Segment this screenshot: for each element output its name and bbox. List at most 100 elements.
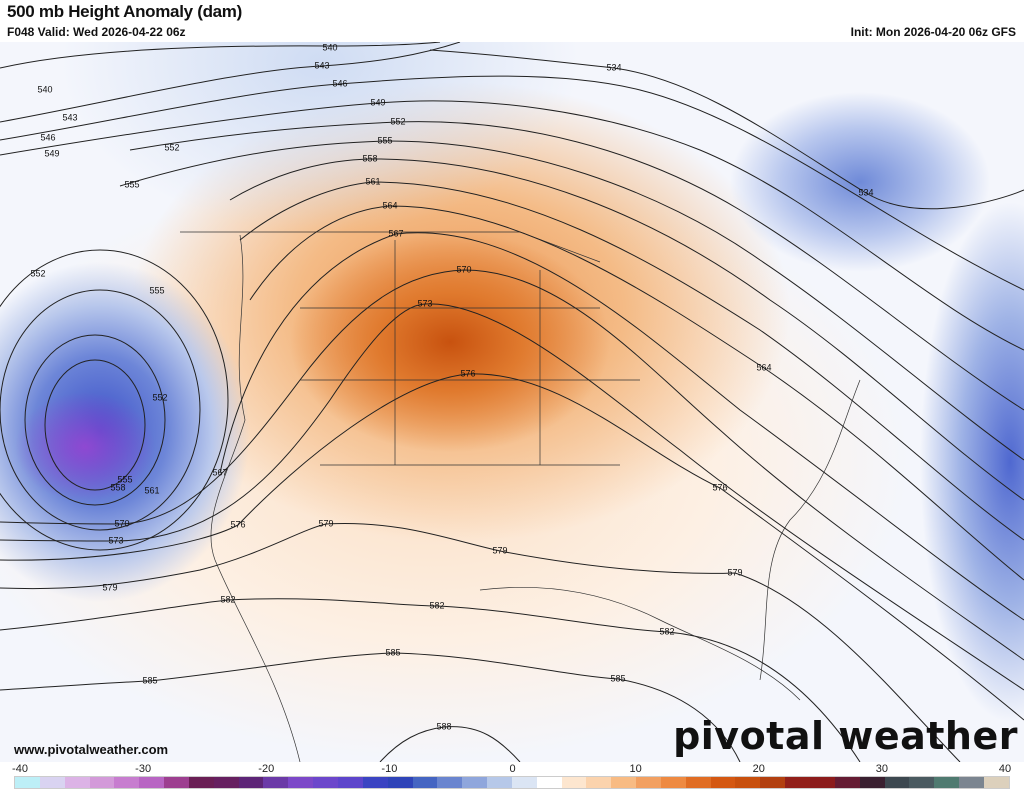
colorbar-cell — [313, 777, 338, 788]
colorbar-cell — [760, 777, 786, 788]
colorbar-cell — [64, 777, 90, 788]
colorbar-cell — [909, 777, 935, 788]
colorbar-cell — [114, 777, 140, 788]
contour-552 — [129, 121, 1024, 411]
colorbar: -40 -30 -20 -10 0 10 20 30 40 — [0, 762, 1024, 791]
colorbar-cell — [810, 777, 835, 788]
contour-label-546: 546 — [332, 78, 347, 88]
colorbar-cell — [959, 777, 984, 788]
contour-567 — [219, 232, 1024, 621]
colorbar-cell — [884, 777, 910, 788]
colorbar-tick-label: 0 — [509, 763, 516, 775]
contour-label-576: 576 — [712, 482, 727, 492]
contour-561 — [239, 181, 1024, 541]
colorbar-cell — [834, 777, 860, 788]
contour-label-579: 579 — [727, 567, 742, 577]
contour-label-564: 564 — [382, 200, 397, 210]
contour-573 — [0, 303, 1024, 691]
colorbar-cell — [238, 777, 264, 788]
contour-label-576: 576 — [230, 519, 245, 529]
valid-time: F048 Valid: Wed 2026-04-22 06z — [7, 25, 186, 39]
contour-label-558: 558 — [362, 153, 377, 163]
colorbar-cell — [39, 777, 65, 788]
colorbar-cell — [983, 777, 1009, 788]
contour-label-567: 567 — [388, 228, 403, 238]
site-url[interactable]: www.pivotalweather.com — [14, 742, 169, 757]
contour-564 — [249, 205, 1024, 581]
contour-534 — [429, 49, 1024, 210]
contour-label-570: 570 — [456, 264, 471, 274]
colorbar-cell — [89, 777, 115, 788]
colorbar-cell — [785, 777, 810, 788]
contour-549 — [0, 100, 1024, 351]
contour-low-558 — [24, 334, 166, 506]
pivotal-weather-logo: pivotal weather — [673, 714, 1018, 758]
contour-540 — [0, 42, 441, 69]
contour-layer: 5405405435435465465495495525525555555585… — [0, 42, 1024, 762]
contour-label-558: 558 — [110, 482, 125, 492]
colorbar-cell — [934, 777, 960, 788]
contour-label-561: 561 — [144, 485, 159, 495]
contour-label-570: 570 — [114, 518, 129, 528]
colorbar-cell — [139, 777, 165, 788]
contour-label-579: 579 — [318, 518, 333, 528]
colorbar-cell — [561, 777, 587, 788]
init-time: Init: Mon 2026-04-20 06z GFS — [850, 25, 1016, 39]
contour-low-552 — [0, 249, 229, 551]
contour-label-543: 543 — [314, 60, 329, 70]
contour-label-552: 552 — [30, 268, 45, 278]
contour-555 — [119, 140, 1024, 461]
colorbar-tick-label: -30 — [135, 763, 152, 775]
colorbar-tick-label: 10 — [629, 763, 642, 775]
colorbar-cell — [735, 777, 761, 788]
contour-label-588: 588 — [436, 721, 451, 731]
contour-label-579: 579 — [492, 545, 507, 555]
colorbar-cell — [437, 777, 463, 788]
contour-label-549: 549 — [44, 148, 59, 158]
contour-label-579: 579 — [102, 582, 117, 592]
contour-588 — [379, 726, 521, 762]
contour-label-585: 585 — [385, 647, 400, 657]
colorbar-cell — [859, 777, 885, 788]
contour-label-564: 564 — [756, 362, 771, 372]
contour-label-555: 555 — [149, 285, 164, 295]
colorbar-cell — [387, 777, 413, 788]
contour-585 — [0, 652, 741, 762]
contour-579 — [0, 522, 961, 762]
colorbar-cell — [263, 777, 289, 788]
contour-label-549: 549 — [370, 97, 385, 107]
west-coast — [210, 234, 301, 762]
contour-label-552: 552 — [152, 392, 167, 402]
contour-label-546: 546 — [40, 132, 55, 142]
colorbar-cell — [213, 777, 239, 788]
colorbar-tick-label: 20 — [752, 763, 765, 775]
colorbar-cell — [288, 777, 314, 788]
colorbar-cell — [636, 777, 661, 788]
colorbar-cell — [412, 777, 438, 788]
colorbar-cell — [164, 777, 189, 788]
contour-546 — [0, 75, 1024, 291]
colorbar-cell — [15, 777, 40, 788]
contour-label-552: 552 — [390, 116, 405, 126]
colorbar-cell — [660, 777, 686, 788]
contour-label-585: 585 — [610, 673, 625, 683]
colorbar-cell — [536, 777, 562, 788]
contour-558 — [229, 158, 1024, 501]
colorbar-cell — [337, 777, 363, 788]
colorbar-tick-label: 40 — [998, 763, 1012, 775]
contour-label-543: 543 — [62, 112, 77, 122]
colorbar-cell — [188, 777, 214, 788]
contour-label-573: 573 — [417, 298, 432, 308]
contour-543 — [0, 42, 461, 123]
contour-label-534: 534 — [858, 187, 873, 197]
contour-label-555: 555 — [377, 135, 392, 145]
colorbar-tick-label: 30 — [875, 763, 888, 775]
east-coast — [759, 379, 861, 681]
colorbar-cell — [487, 777, 512, 788]
map-title: 500 mb Height Anomaly (dam) — [7, 2, 242, 21]
contour-low-555 — [0, 289, 201, 531]
contour-label-540: 540 — [37, 84, 52, 94]
contour-582 — [0, 598, 861, 762]
height-anomaly-map: 540 540 543 543 546 546 549 549 552 552 555 555 558 5… — [0, 42, 1024, 762]
gulf-coast — [479, 587, 801, 701]
